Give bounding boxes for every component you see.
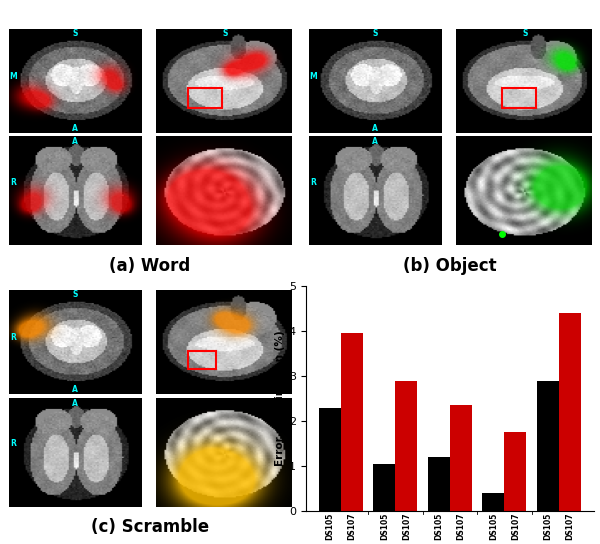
Y-axis label: Error of estimation (%): Error of estimation (%) <box>275 331 285 466</box>
Text: S: S <box>372 29 377 38</box>
Text: R: R <box>10 178 16 187</box>
Bar <box>450 405 472 511</box>
Bar <box>537 381 559 511</box>
Text: M: M <box>309 72 317 81</box>
Text: S: S <box>73 29 78 38</box>
Bar <box>505 432 526 511</box>
Text: A: A <box>372 137 378 146</box>
Bar <box>482 493 505 511</box>
Text: R: R <box>310 178 316 187</box>
Bar <box>188 88 222 108</box>
Text: S: S <box>223 29 228 38</box>
Text: A: A <box>372 123 378 133</box>
Text: R: R <box>10 333 16 342</box>
Text: A: A <box>72 123 78 133</box>
Text: (a) Word: (a) Word <box>109 257 191 275</box>
Text: S: S <box>522 29 527 38</box>
Bar <box>395 381 418 511</box>
Bar <box>502 88 536 108</box>
Bar <box>559 313 581 511</box>
Text: A: A <box>72 137 78 146</box>
Bar <box>428 458 450 511</box>
Text: (c) Scramble: (c) Scramble <box>91 518 209 536</box>
Text: S: S <box>73 290 78 299</box>
Bar <box>373 464 395 511</box>
Bar <box>188 351 217 369</box>
Text: A: A <box>72 399 78 407</box>
Text: A: A <box>72 385 78 394</box>
Bar <box>319 407 341 511</box>
Bar <box>341 333 363 511</box>
Text: R: R <box>10 439 16 448</box>
Text: M: M <box>10 72 17 81</box>
Text: (b) Object: (b) Object <box>403 257 497 275</box>
